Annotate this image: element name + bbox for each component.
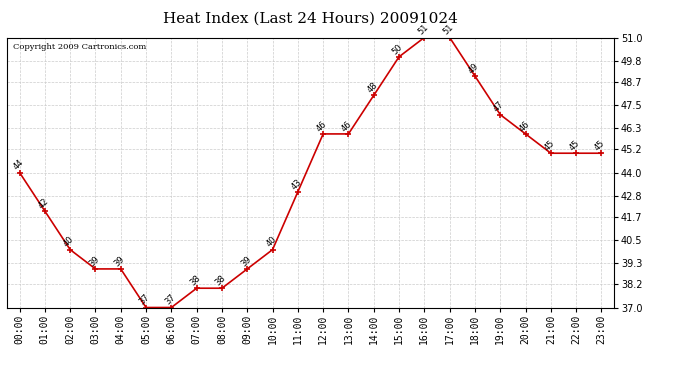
Text: 50: 50 (391, 42, 404, 56)
Text: 48: 48 (366, 81, 380, 94)
Text: 47: 47 (492, 100, 506, 114)
Text: 46: 46 (518, 119, 531, 133)
Text: 42: 42 (37, 196, 50, 210)
Text: Heat Index (Last 24 Hours) 20091024: Heat Index (Last 24 Hours) 20091024 (163, 11, 458, 25)
Text: 38: 38 (188, 273, 202, 287)
Text: 49: 49 (466, 62, 480, 75)
Text: 45: 45 (593, 139, 607, 152)
Text: Copyright 2009 Cartronics.com: Copyright 2009 Cartronics.com (13, 43, 146, 51)
Text: 51: 51 (442, 23, 455, 37)
Text: 40: 40 (264, 235, 278, 249)
Text: 37: 37 (138, 293, 152, 307)
Text: 43: 43 (290, 177, 304, 191)
Text: 45: 45 (542, 139, 556, 152)
Text: 45: 45 (568, 139, 582, 152)
Text: 39: 39 (239, 254, 253, 268)
Text: 46: 46 (315, 119, 328, 133)
Text: 51: 51 (416, 23, 430, 37)
Text: 39: 39 (87, 254, 101, 268)
Text: 37: 37 (163, 293, 177, 307)
Text: 40: 40 (62, 235, 76, 249)
Text: 44: 44 (11, 158, 25, 172)
Text: 38: 38 (214, 273, 228, 287)
Text: 39: 39 (112, 254, 126, 268)
Text: 46: 46 (340, 119, 354, 133)
